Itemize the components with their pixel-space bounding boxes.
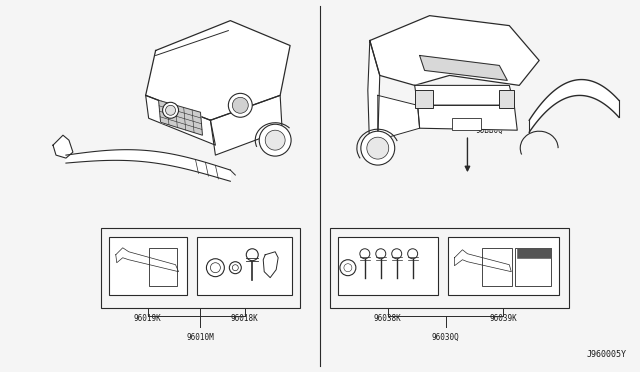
Bar xyxy=(447,237,559,295)
Polygon shape xyxy=(159,100,202,135)
Circle shape xyxy=(166,105,175,115)
Text: 96039K: 96039K xyxy=(490,314,517,323)
Bar xyxy=(109,237,186,295)
Text: 96BB0Q: 96BB0Q xyxy=(476,126,503,135)
Polygon shape xyxy=(211,95,282,155)
Circle shape xyxy=(340,260,356,276)
Polygon shape xyxy=(454,250,511,272)
Polygon shape xyxy=(529,80,619,132)
Bar xyxy=(483,248,512,286)
Circle shape xyxy=(229,262,241,274)
Bar xyxy=(415,90,433,108)
Circle shape xyxy=(211,263,220,273)
Bar xyxy=(517,248,551,258)
Bar xyxy=(101,228,300,308)
Bar xyxy=(148,248,177,286)
Circle shape xyxy=(408,249,418,259)
Circle shape xyxy=(259,124,291,156)
Text: J960005Y: J960005Y xyxy=(587,350,627,359)
Bar xyxy=(499,90,515,108)
Polygon shape xyxy=(415,86,515,105)
Bar xyxy=(198,237,292,295)
Polygon shape xyxy=(263,252,278,278)
Text: 96038K: 96038K xyxy=(374,314,402,323)
Circle shape xyxy=(232,265,238,271)
Text: 96018K: 96018K xyxy=(231,314,259,323)
Circle shape xyxy=(265,130,285,150)
Circle shape xyxy=(367,137,388,159)
Circle shape xyxy=(228,93,252,117)
Circle shape xyxy=(360,249,370,259)
Polygon shape xyxy=(146,20,290,120)
Polygon shape xyxy=(146,95,216,145)
Bar xyxy=(451,118,481,130)
Circle shape xyxy=(207,259,225,277)
Text: 96010M: 96010M xyxy=(187,333,214,343)
Circle shape xyxy=(344,264,352,272)
Bar xyxy=(515,248,551,286)
Bar xyxy=(330,228,569,308)
Polygon shape xyxy=(368,41,380,155)
Circle shape xyxy=(163,102,179,118)
Bar xyxy=(338,237,438,295)
Circle shape xyxy=(392,249,402,259)
Text: 96019K: 96019K xyxy=(134,314,161,323)
Polygon shape xyxy=(418,105,517,130)
Polygon shape xyxy=(420,55,508,80)
Circle shape xyxy=(376,249,386,259)
Polygon shape xyxy=(53,135,73,158)
Polygon shape xyxy=(66,150,230,181)
Polygon shape xyxy=(370,16,539,86)
Circle shape xyxy=(361,131,395,165)
Polygon shape xyxy=(116,248,179,272)
Text: 96030Q: 96030Q xyxy=(431,333,460,343)
Polygon shape xyxy=(378,95,420,140)
Circle shape xyxy=(246,249,258,261)
Circle shape xyxy=(232,97,248,113)
